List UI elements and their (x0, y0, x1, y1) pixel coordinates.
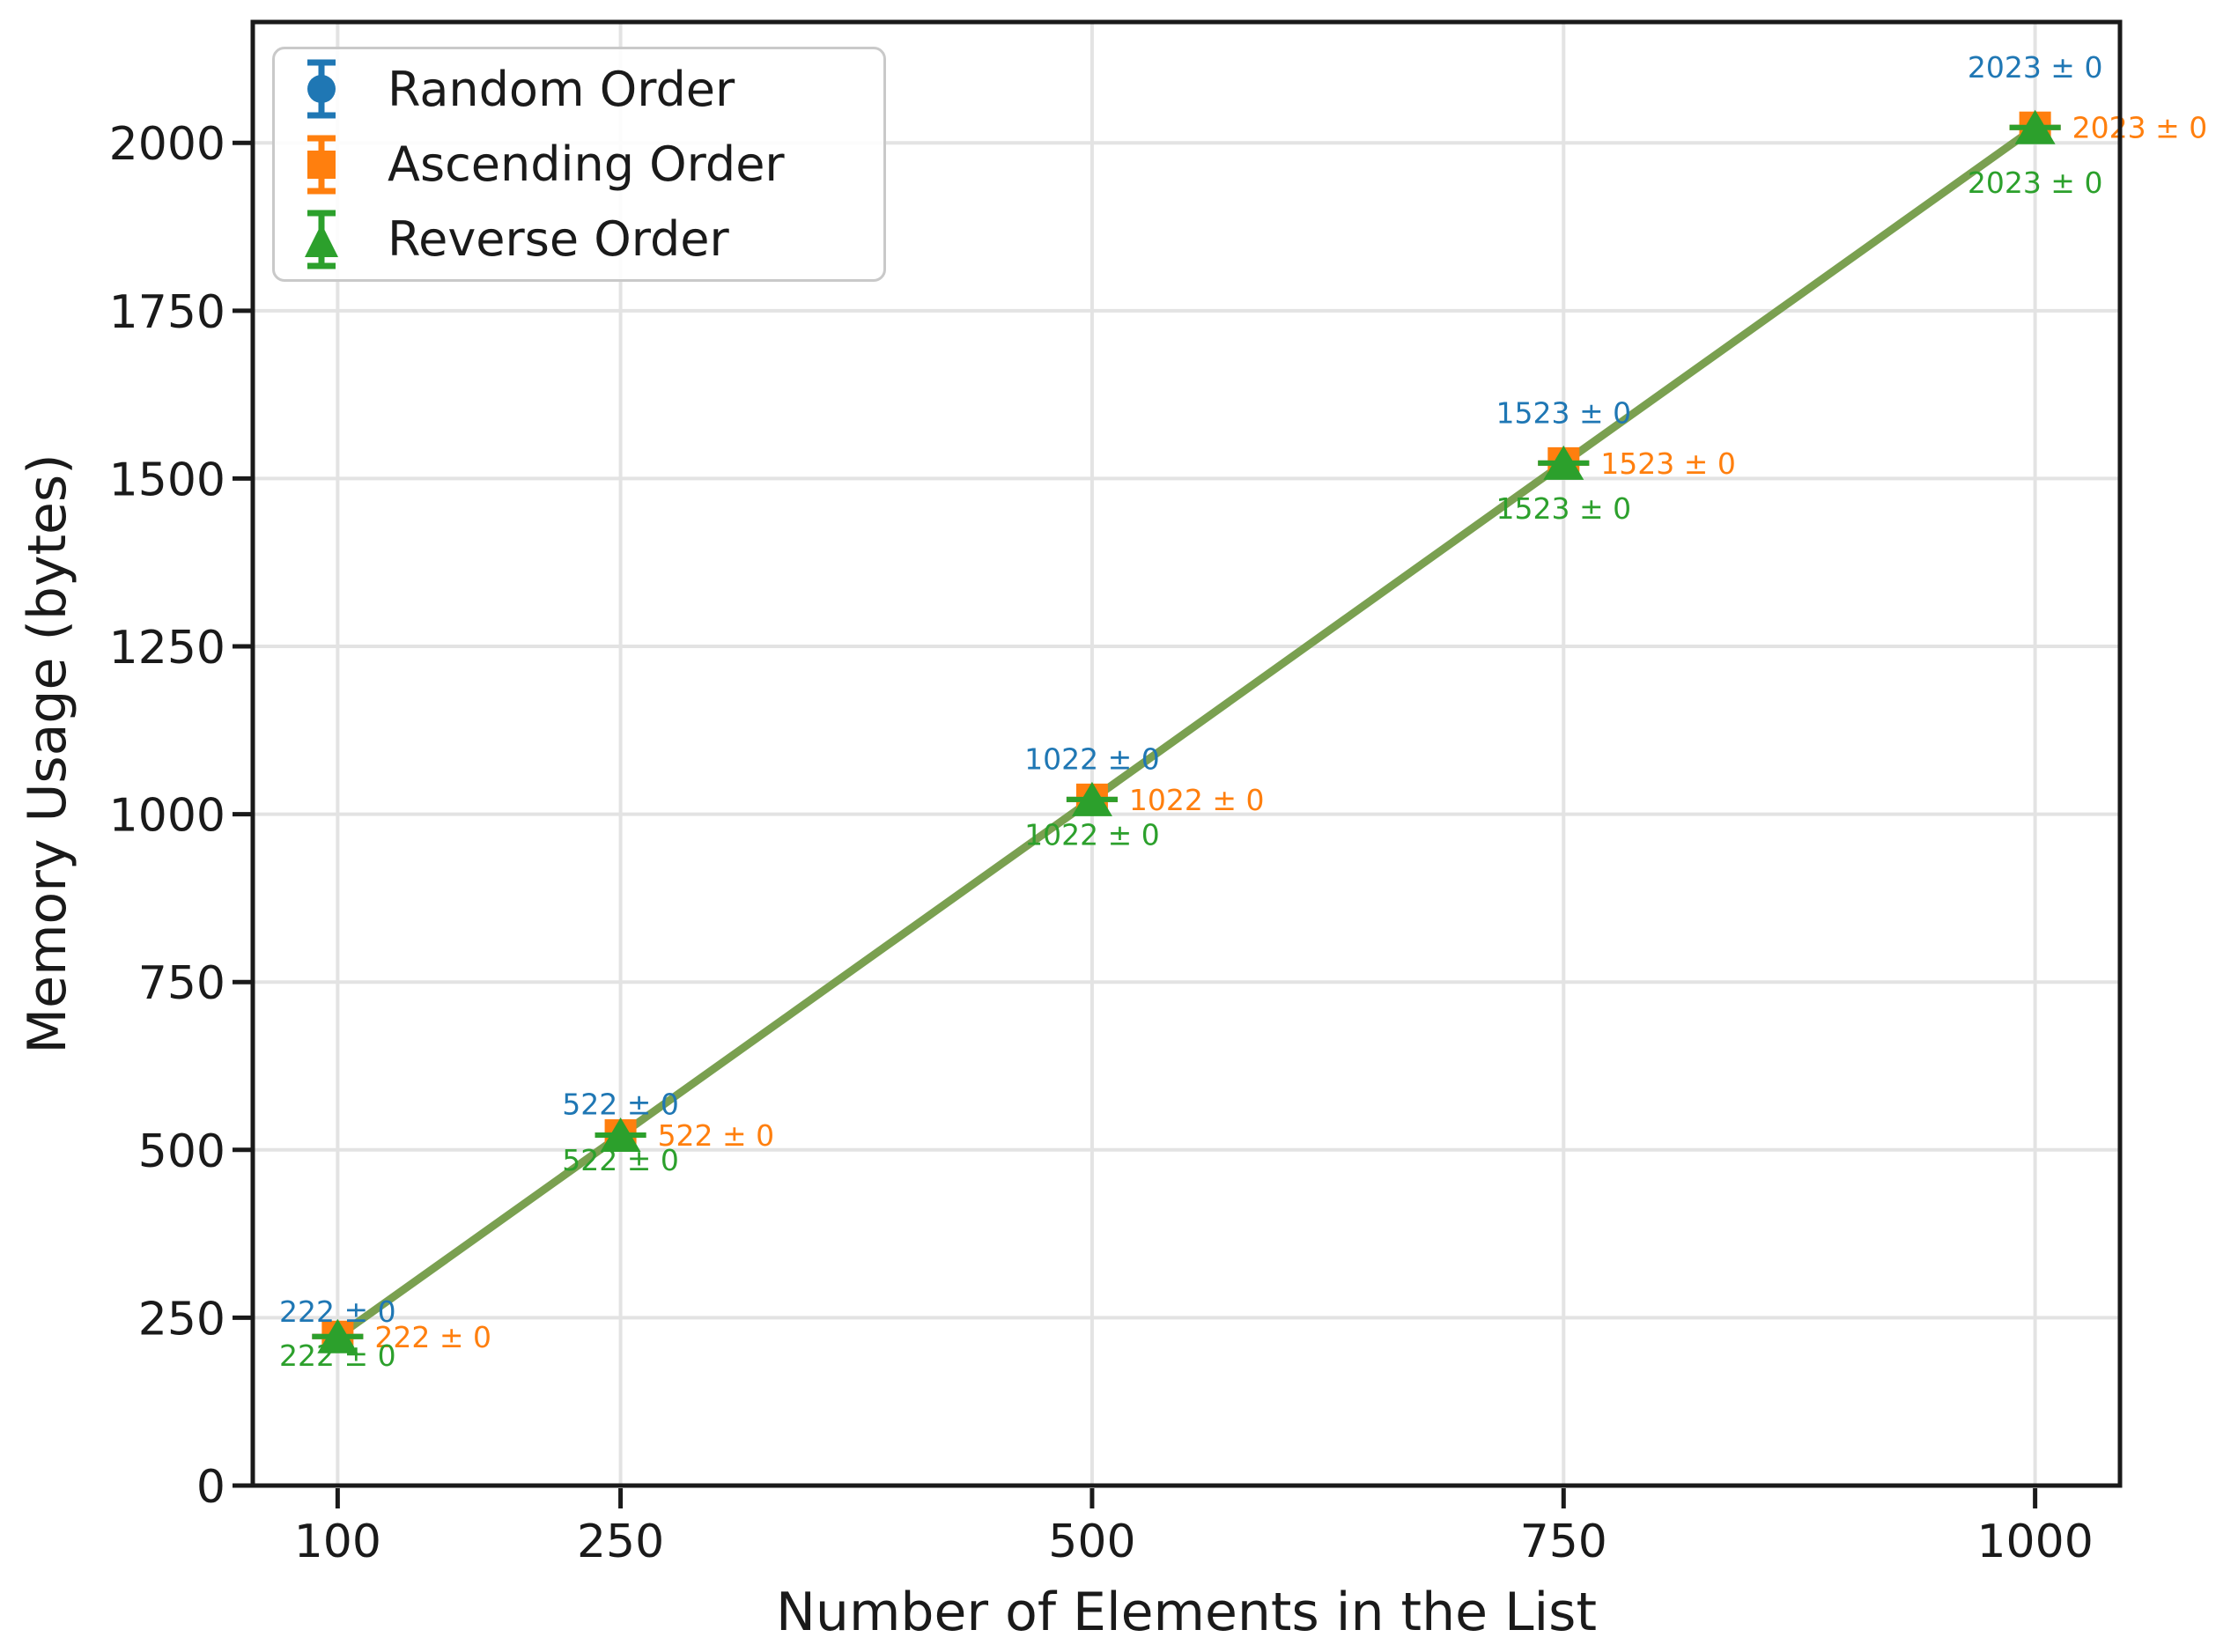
point-annotation: 2023 ± 0 (1968, 50, 2103, 85)
y-tick-label: 0 (196, 1461, 225, 1514)
point-annotation: 1523 ± 0 (1496, 491, 1631, 526)
marker-triangle (2014, 109, 2056, 144)
point-annotation: 1022 ± 0 (1129, 783, 1265, 817)
legend-label: Ascending Order (388, 136, 785, 192)
legend-marker-circle (307, 75, 336, 104)
x-tick-label: 500 (1048, 1516, 1135, 1568)
point-annotation: 2023 ± 0 (2072, 111, 2208, 145)
y-tick-label: 1500 (109, 454, 225, 506)
legend-item-reverse-order: Reverse Order (282, 204, 883, 275)
legend: Random Order Ascending Order Reverse Ord… (272, 47, 886, 282)
point-annotation: 522 ± 0 (562, 1143, 679, 1177)
point-annotation: 522 ± 0 (658, 1118, 775, 1153)
errorbar-circle-icon (307, 59, 336, 119)
y-tick-label: 1000 (109, 790, 225, 843)
legend-marker-triangle (305, 223, 338, 257)
x-tick-label: 100 (294, 1516, 381, 1568)
point-annotation: 2023 ± 0 (1968, 166, 2103, 200)
marker-triangle (600, 1117, 641, 1153)
legend-marker-square (307, 150, 336, 179)
legend-item-ascending-order: Ascending Order (282, 129, 883, 200)
y-tick-label: 750 (138, 957, 225, 1010)
point-annotation: 222 ± 0 (279, 1339, 396, 1373)
y-tick-label: 1250 (109, 622, 225, 675)
point-annotation: 522 ± 0 (562, 1088, 679, 1122)
plot-frame (250, 19, 2123, 1488)
legend-label: Reverse Order (388, 211, 729, 268)
point-annotation: 222 ± 0 (279, 1294, 396, 1329)
x-tick-label: 750 (1520, 1516, 1607, 1568)
y-tick-label: 2000 (109, 118, 225, 171)
marker-triangle (1543, 445, 1584, 480)
x-tick-label: 250 (577, 1516, 664, 1568)
point-annotation: 1022 ± 0 (1024, 817, 1160, 852)
x-axis-label: Number of Elements in the List (776, 1582, 1597, 1643)
y-axis-label: Memory Usage (bytes) (17, 454, 78, 1054)
point-annotation: 1523 ± 0 (1496, 395, 1631, 430)
y-tick-label: 500 (138, 1125, 225, 1178)
point-annotation: 1022 ± 0 (1024, 741, 1160, 776)
marker-triangle (1071, 781, 1112, 816)
y-tick-label: 1750 (109, 286, 225, 339)
marker-triangle (317, 1318, 358, 1353)
errorbar-triangle-icon (305, 210, 338, 269)
legend-label: Random Order (388, 61, 735, 117)
point-annotation: 1523 ± 0 (1600, 446, 1736, 481)
x-tick-label: 1000 (1976, 1516, 2093, 1568)
errorbar-square-icon (307, 135, 336, 194)
point-annotation: 222 ± 0 (374, 1320, 491, 1354)
legend-item-random-order: Random Order (282, 54, 883, 124)
y-tick-label: 250 (138, 1293, 225, 1346)
